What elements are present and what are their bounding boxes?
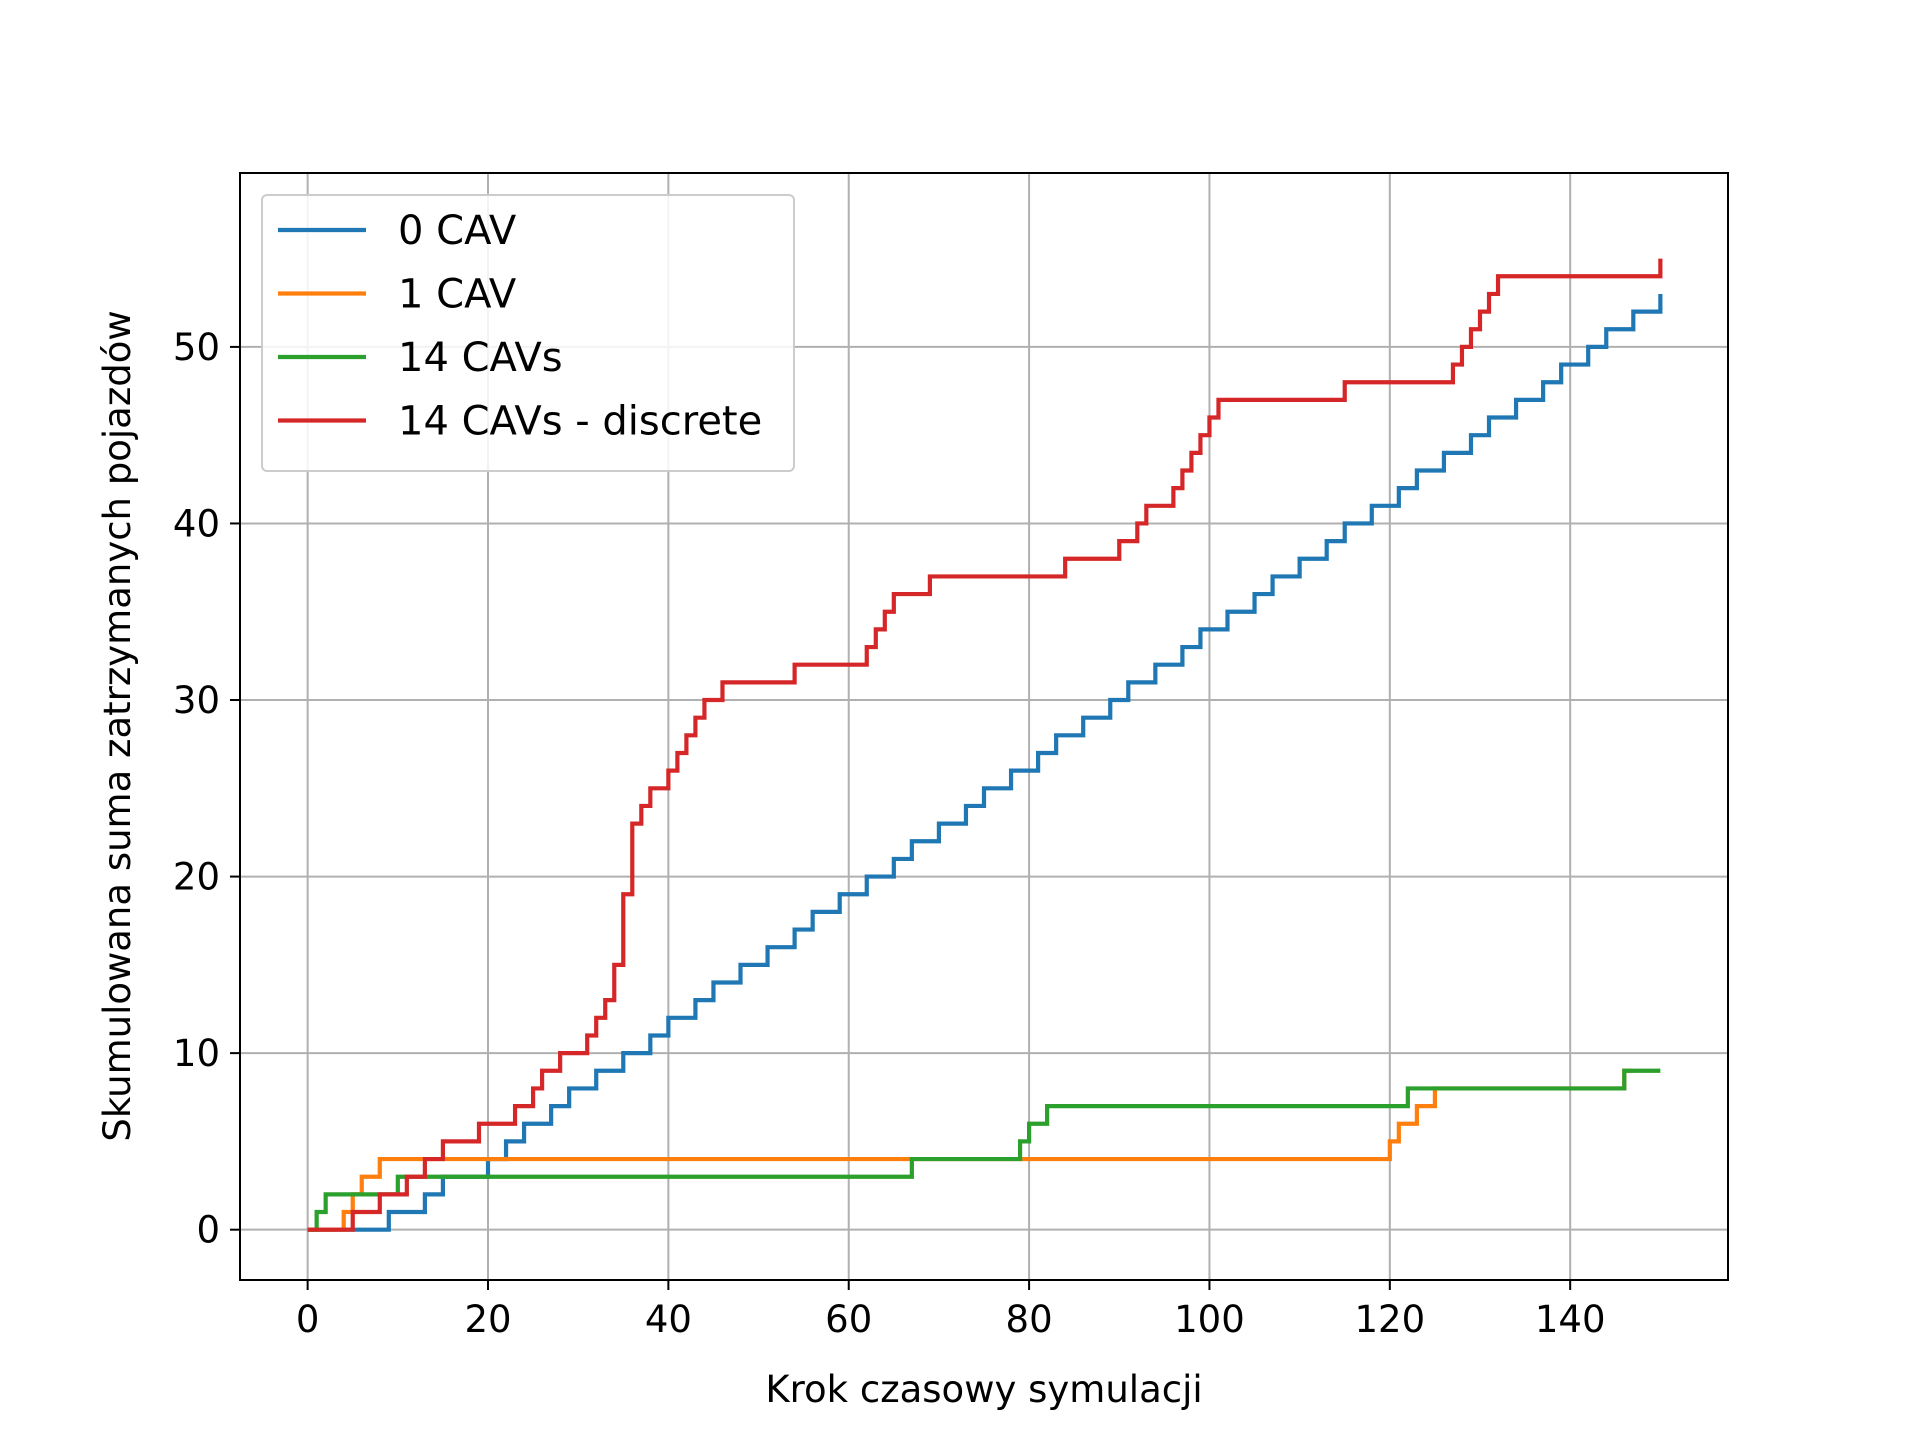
y-tick-label: 30 [173, 679, 220, 722]
axis-ticks: 0 20 40 60 80 100 120 140 0 10 20 30 40 50 [173, 326, 1606, 1341]
x-tick-label: 100 [1174, 1298, 1245, 1341]
legend-box [261, 194, 795, 472]
x-tick-label: 80 [1006, 1298, 1053, 1341]
y-axis-label: Skumulowana suma zatrzymanych pojazdów [96, 310, 139, 1141]
x-tick-label: 140 [1535, 1298, 1606, 1341]
series-line-1 [307, 293, 1663, 1232]
legend-label: 1 CAV [398, 272, 517, 318]
y-tick-label: 50 [173, 326, 220, 369]
x-tick-label: 120 [1355, 1298, 1426, 1341]
series-lines [307, 258, 1663, 1232]
y-tick-label: 20 [173, 856, 220, 899]
y-tick-label: 0 [196, 1209, 220, 1252]
series-line-3 [307, 1068, 1661, 1232]
legend-label: 14 CAVs - discrete [398, 399, 762, 445]
series-line-4 [307, 258, 1663, 1232]
y-tick-label: 10 [173, 1032, 220, 1075]
x-tick-label: 40 [645, 1298, 692, 1341]
x-axis-label: Krok czasowy symulacji [765, 1368, 1202, 1411]
x-tick-label: 20 [464, 1298, 511, 1341]
legend-label: 0 CAV [398, 208, 517, 254]
plot-frame [239, 172, 1729, 1281]
legend-label: 14 CAVs [398, 335, 563, 381]
y-tick-label: 40 [173, 502, 220, 545]
legend: 0 CAV 1 CAV 14 CAVs 14 CAVs - discrete [261, 194, 795, 472]
x-tick-label: 0 [296, 1298, 320, 1341]
x-tick-label: 60 [825, 1298, 872, 1341]
